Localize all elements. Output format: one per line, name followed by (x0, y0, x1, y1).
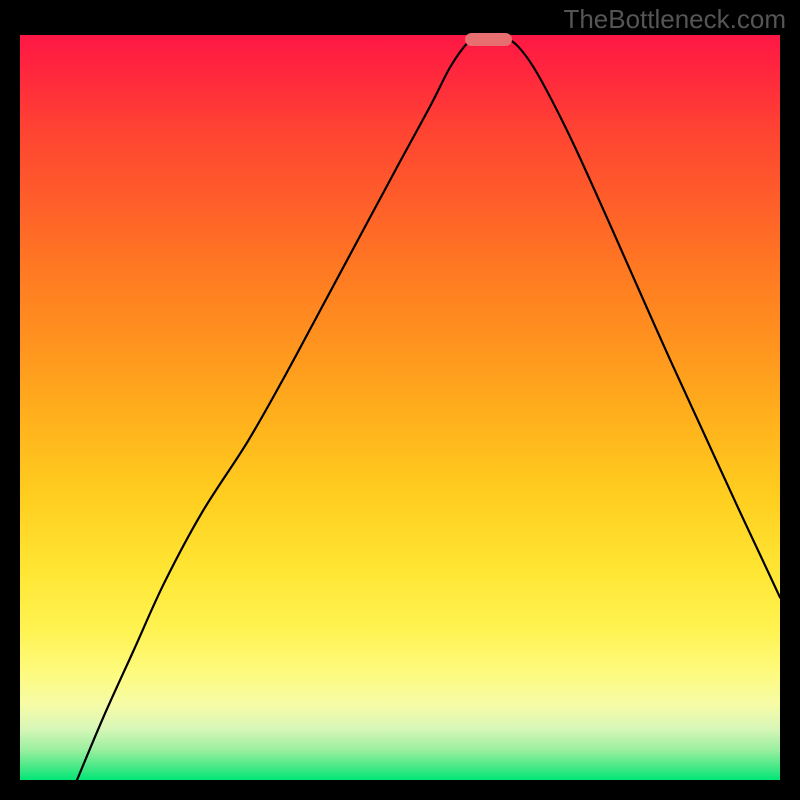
watermark-text: TheBottleneck.com (563, 4, 786, 35)
optimal-marker (465, 33, 512, 46)
plot-area (20, 35, 780, 780)
bottleneck-curve (20, 35, 780, 780)
curve-line (77, 35, 780, 780)
chart-stage: { "chart": { "type": "line", "stage_size… (0, 0, 800, 800)
